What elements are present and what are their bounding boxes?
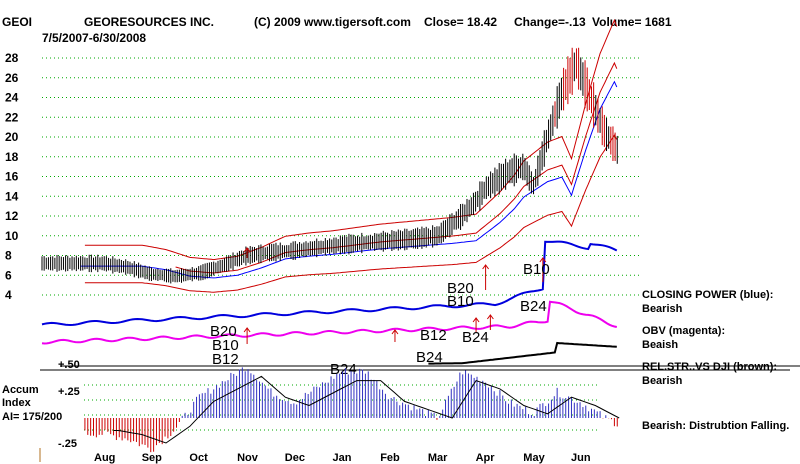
volume-value: Volume= 1681 bbox=[592, 15, 672, 29]
x-tick-label: Mar bbox=[428, 452, 448, 464]
relstr-strength-line bbox=[428, 341, 617, 365]
price-bars bbox=[41, 47, 618, 284]
signal-arrow-head bbox=[482, 264, 489, 270]
relstr-state: Bearish bbox=[642, 375, 683, 387]
x-axis-months: Aug Sep Oct Nov Dec Jan Feb Mar Apr May Jun bbox=[94, 452, 591, 464]
y-tick-label: 4 bbox=[5, 288, 12, 302]
date-range: 7/5/2007-6/30/2008 bbox=[42, 31, 146, 45]
closing-power-state: Bearish bbox=[642, 303, 683, 315]
obv-label: OBV (magenta): bbox=[642, 325, 725, 337]
x-tick-label: May bbox=[523, 452, 545, 464]
y-tick-label: 8 bbox=[5, 249, 12, 263]
signal-label: B12 bbox=[212, 351, 239, 368]
signal-label: B24 bbox=[462, 329, 489, 346]
x-tick-label: Sep bbox=[142, 452, 162, 464]
x-tick-label: Oct bbox=[189, 452, 208, 464]
change-value: Change=-.13 bbox=[514, 15, 586, 29]
y-axis-ticks: 4 6 8 10 12 14 16 18 20 22 24 26 28 bbox=[5, 51, 19, 302]
signal-arrow-head bbox=[391, 329, 399, 335]
signal-label: B20 bbox=[447, 280, 474, 297]
y-tick-label: 24 bbox=[5, 91, 19, 105]
copyright: (C) 2009 www.tigersoft.com bbox=[254, 15, 411, 29]
relstr-label: REL.STR..VS DJI (brown): bbox=[642, 361, 777, 373]
signal-label: B10 bbox=[212, 337, 239, 354]
signal-arrows bbox=[243, 247, 547, 344]
accum-tick-top: +.50 bbox=[58, 359, 80, 371]
y-tick-label: 22 bbox=[5, 110, 19, 124]
accum-title-2: Index bbox=[2, 397, 32, 409]
x-tick-label: Jan bbox=[333, 452, 352, 464]
ticker: GEOI bbox=[2, 15, 32, 29]
x-tick-label: Feb bbox=[380, 452, 400, 464]
close-value: Close= 18.42 bbox=[424, 15, 497, 29]
signal-label: B24 bbox=[416, 349, 443, 366]
accum-ma-line bbox=[113, 375, 620, 444]
signal-label: B10 bbox=[523, 261, 550, 278]
obv-state: Beaish bbox=[642, 339, 678, 351]
signal-label: B12 bbox=[420, 327, 447, 344]
ai-label: AI= 175/200 bbox=[2, 411, 62, 423]
upper-band-line bbox=[84, 18, 618, 261]
y-tick-label: 26 bbox=[5, 71, 19, 85]
company-name: GEORESOURCES INC. bbox=[84, 15, 214, 29]
signal-arrow-head bbox=[243, 247, 251, 253]
y-tick-label: 20 bbox=[5, 130, 19, 144]
signal-arrow-head bbox=[472, 317, 480, 323]
distribution-label: Bearish: Distrubtion Falling. bbox=[642, 420, 789, 432]
x-tick-label: Jun bbox=[571, 452, 591, 464]
obv-line bbox=[41, 300, 618, 345]
accum-tick-mid: +.25 bbox=[58, 386, 80, 398]
closing-power-line bbox=[41, 240, 618, 327]
signal-label: B24 bbox=[520, 298, 547, 315]
lower-band-line bbox=[84, 134, 618, 293]
accum-histogram bbox=[84, 367, 620, 453]
x-tick-label: Aug bbox=[94, 452, 115, 464]
signal-arrow-head bbox=[486, 314, 494, 320]
y-tick-label: 28 bbox=[5, 51, 19, 65]
y-tick-label: 12 bbox=[5, 209, 19, 223]
y-tick-label: 18 bbox=[5, 150, 19, 164]
indicator-lines bbox=[41, 80, 618, 365]
accum-tick-bottom: -.25 bbox=[58, 438, 77, 450]
y-tick-label: 10 bbox=[5, 229, 19, 243]
x-tick-label: Nov bbox=[237, 452, 259, 464]
y-tick-label: 16 bbox=[5, 170, 19, 184]
signal-label: B10 bbox=[447, 293, 474, 310]
y-tick-label: 14 bbox=[5, 189, 19, 203]
y-tick-label: 6 bbox=[5, 268, 12, 282]
accum-title-1: Accum bbox=[2, 384, 39, 396]
signal-label: B20 bbox=[210, 323, 237, 340]
signal-arrow-head bbox=[539, 257, 547, 263]
signal-arrow-head bbox=[243, 327, 251, 333]
x-tick-label: Apr bbox=[476, 452, 496, 464]
x-tick-label: Dec bbox=[285, 452, 305, 464]
closing-power-label: CLOSING POWER (blue): bbox=[642, 289, 773, 301]
